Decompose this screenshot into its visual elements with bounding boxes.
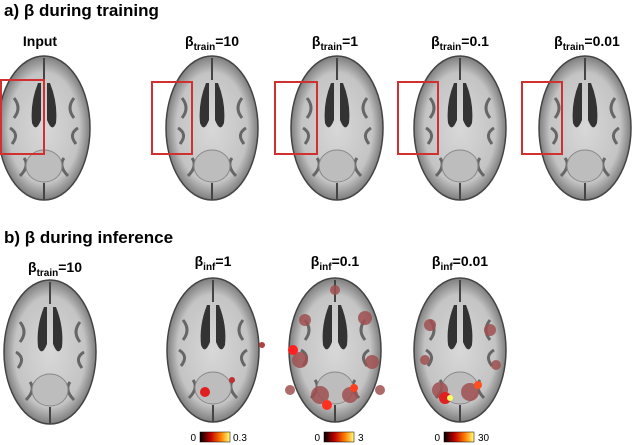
colorbar: 0 0.3: [190, 431, 247, 444]
colorbar-min: 0: [190, 433, 196, 444]
symbol: β: [185, 33, 194, 49]
brain-image: [287, 276, 383, 424]
subscript: train: [440, 42, 462, 53]
brain-image: [289, 54, 385, 202]
symbol: β: [312, 33, 321, 49]
symbol: β: [195, 253, 204, 269]
brain-image: [165, 276, 261, 424]
subscript: inf: [440, 262, 453, 273]
value: =0.01: [584, 33, 620, 49]
value: =1: [342, 33, 358, 49]
heat-overlay: [285, 285, 501, 404]
column-label: βtrain=10: [185, 33, 239, 53]
column-label: βinf=1: [195, 253, 232, 273]
value: =1: [215, 253, 231, 269]
column-label: βinf=0.01: [432, 253, 488, 273]
subscript: train: [563, 42, 585, 53]
colorbar: 0 30: [434, 431, 490, 444]
roi-boxes: [0, 79, 563, 155]
column-label: Input: [23, 33, 58, 49]
subscript: train: [37, 268, 59, 279]
value: =0.1: [461, 33, 489, 49]
brain-image: [537, 54, 633, 202]
value: =0.01: [453, 253, 489, 269]
symbol: β: [28, 259, 37, 275]
value: =10: [215, 33, 239, 49]
symbol: β: [554, 33, 563, 49]
subscript: train: [194, 42, 216, 53]
colorbar: 0 3: [314, 431, 364, 444]
symbol: β: [431, 33, 440, 49]
column-label: βtrain=1: [312, 33, 358, 53]
brain-image: [164, 54, 260, 202]
subscript: train: [320, 42, 342, 53]
panel-b-title: b) β during inference: [4, 228, 173, 247]
value: =10: [58, 259, 82, 275]
brain-image: [2, 278, 98, 426]
colorbar-max: 0.3: [233, 433, 247, 444]
subscript: inf: [319, 262, 332, 273]
heat-overlay: [200, 342, 265, 397]
colorbar-gradient: [443, 431, 475, 443]
colorbar-max: 30: [478, 433, 490, 444]
symbol: β: [432, 253, 441, 269]
panel-a-title: a) β during training: [4, 1, 159, 20]
colorbar-min: 0: [314, 433, 320, 444]
brain-image: [412, 54, 508, 202]
brain-image: [412, 276, 508, 424]
colorbar-max: 3: [358, 433, 364, 444]
value: =0.1: [332, 253, 360, 269]
column-label: βinf=0.1: [311, 253, 360, 273]
heat-overlay: [288, 345, 482, 410]
colorbar-min: 0: [434, 433, 440, 444]
column-label: βtrain=10: [28, 259, 82, 279]
column-label: βtrain=0.01: [554, 33, 620, 53]
colorbar-gradient: [199, 431, 231, 443]
colorbar-gradient: [323, 431, 355, 443]
symbol: β: [311, 253, 320, 269]
subscript: inf: [203, 262, 216, 273]
column-label: βtrain=0.1: [431, 33, 489, 53]
